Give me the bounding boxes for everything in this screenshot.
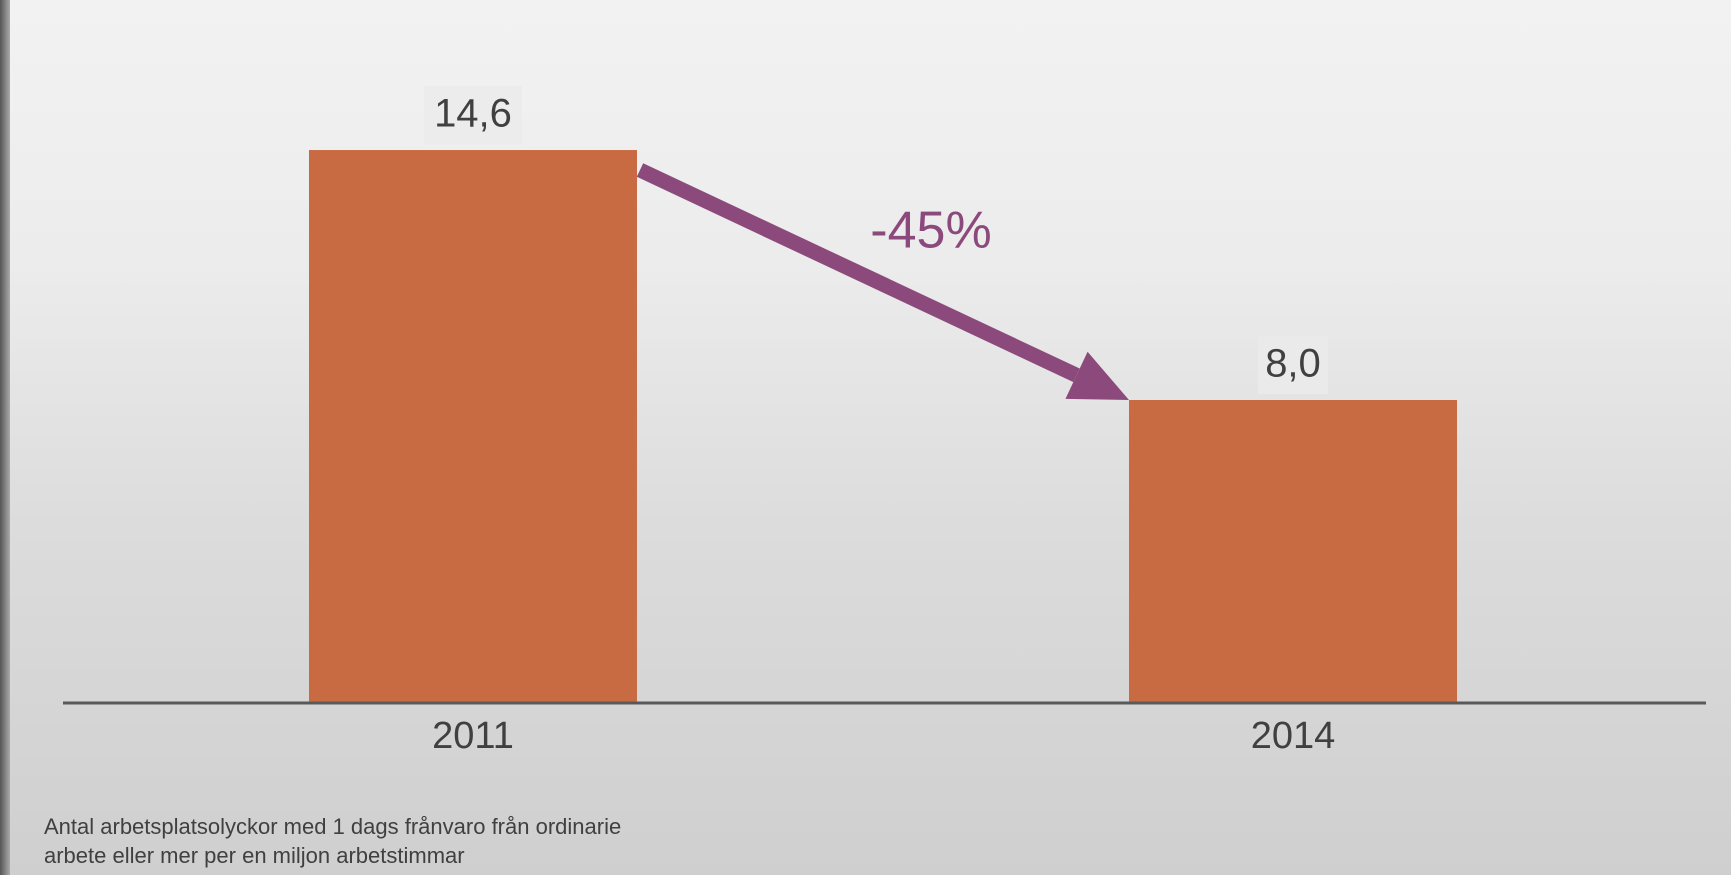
value-label: 14,6 <box>434 92 512 136</box>
annotation: -45% <box>870 202 991 260</box>
bar <box>309 150 637 703</box>
bar <box>1129 400 1457 703</box>
x-tick-label: 2014 <box>1251 715 1336 757</box>
value-label-bg <box>1258 336 1328 394</box>
arrow-shaft <box>636 163 1080 383</box>
footnote: Antal arbetsplatsolyckor med 1 dags från… <box>44 814 622 868</box>
arrow-head <box>1065 351 1129 400</box>
photo-edge <box>0 0 10 875</box>
value-label: 8,0 <box>1265 342 1321 386</box>
value-label-bg <box>424 86 522 145</box>
x-tick-label: 2011 <box>432 715 514 757</box>
